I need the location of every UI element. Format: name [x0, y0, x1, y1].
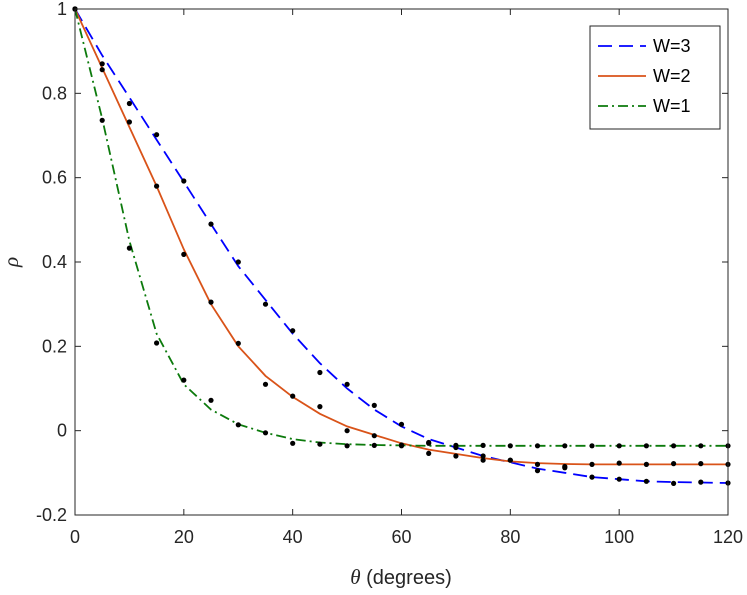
data-point-w-2 — [671, 461, 677, 467]
data-point-w-2 — [698, 461, 704, 467]
data-point-w-1 — [181, 377, 187, 383]
y-tick-label: 1 — [57, 0, 67, 19]
x-tick-label: 100 — [604, 527, 634, 547]
data-point-w-1 — [671, 443, 677, 449]
data-point-w-3 — [671, 480, 677, 486]
x-tick-label: 0 — [70, 527, 80, 547]
x-tick-label: 60 — [391, 527, 411, 547]
data-point-w-1 — [426, 439, 432, 446]
tick-labels: 0 20 40 60 80 100 120-0.200.20.40.60.81 — [36, 0, 743, 547]
data-point-w-1 — [480, 442, 486, 448]
data-point-w-3 — [290, 328, 296, 334]
data-point-w-1 — [99, 117, 105, 123]
data-point-w-2 — [643, 461, 650, 467]
data-point-w-3 — [643, 478, 650, 484]
data-point-w-2 — [154, 183, 160, 189]
legend-label-w-1: W=1 — [653, 96, 691, 116]
data-point-w-3 — [208, 221, 214, 227]
data-point-w-3 — [480, 453, 486, 459]
data-point-w-1 — [235, 422, 241, 428]
data-point-w-1 — [344, 443, 350, 449]
data-point-w-1 — [616, 443, 622, 449]
data-point-w-3 — [344, 381, 350, 387]
data-point-w-2 — [589, 461, 595, 467]
legend: W=3 W=2 W=1 — [589, 25, 721, 130]
data-point-w-1 — [371, 442, 377, 448]
data-point-w-3 — [371, 402, 377, 408]
data-point-w-1 — [126, 245, 132, 251]
data-point-w-1 — [534, 443, 541, 449]
x-tick-label: 120 — [713, 527, 743, 547]
data-point-w-3 — [616, 476, 622, 482]
data-point-w-2 — [480, 457, 486, 463]
x-tick-label: 80 — [500, 527, 520, 547]
x-tick-label: 40 — [283, 527, 303, 547]
data-point-w-3 — [317, 369, 323, 376]
data-point-w-2 — [507, 457, 513, 463]
data-point-w-1 — [453, 442, 459, 448]
x-axis-unit: (degrees) — [361, 567, 452, 589]
data-point-w-1 — [262, 430, 269, 436]
data-point-w-3 — [398, 421, 405, 427]
data-point-w-3 — [262, 301, 269, 307]
data-point-w-3 — [99, 61, 105, 67]
y-tick-label: -0.2 — [36, 505, 67, 525]
data-point-w-1 — [589, 443, 595, 449]
data-point-w-1 — [507, 443, 513, 449]
data-point-w-1 — [698, 443, 704, 449]
data-point-w-1 — [398, 442, 405, 448]
y-tick-label: 0.8 — [42, 83, 67, 103]
data-point-w-2 — [426, 450, 432, 456]
data-point-w-3 — [154, 132, 160, 138]
data-point-w-3 — [235, 259, 241, 265]
data-point-w-2 — [208, 299, 214, 305]
legend-box — [589, 25, 721, 130]
data-point-w-1 — [562, 443, 568, 449]
data-point-w-2 — [371, 433, 377, 439]
tick-marks — [74, 8, 729, 516]
data-point-w-2 — [126, 119, 132, 125]
data-point-w-3 — [589, 474, 595, 480]
data-point-w-3 — [698, 479, 704, 485]
x-axis-symbol: θ — [350, 565, 360, 589]
data-point-w-2 — [534, 461, 541, 467]
data-point-w-1 — [290, 440, 296, 446]
x-tick-label: 20 — [174, 527, 194, 547]
data-point-w-2 — [99, 67, 105, 73]
data-point-w-3 — [126, 100, 132, 107]
y-tick-label: 0 — [57, 421, 67, 441]
data-point-w-2 — [290, 393, 296, 399]
data-point-w-2 — [181, 251, 187, 257]
data-point-w-1 — [643, 443, 650, 449]
data-point-w-1 — [317, 441, 323, 447]
y-axis-label: ρ — [0, 257, 23, 268]
legend-label-w-2: W=2 — [653, 66, 691, 86]
data-point-w-2 — [344, 428, 350, 434]
legend-label-w-3: W=3 — [653, 36, 691, 56]
y-tick-label: 0.4 — [42, 252, 67, 272]
data-point-w-2 — [616, 460, 622, 466]
data-point-w-2 — [235, 340, 241, 346]
data-point-w-1 — [154, 340, 160, 346]
data-points-layer — [72, 6, 731, 486]
data-point-w-3 — [534, 468, 541, 474]
y-tick-label: 0.6 — [42, 168, 67, 188]
y-tick-label: 0.2 — [42, 336, 67, 356]
data-point-w-2 — [453, 453, 459, 459]
data-point-w-2 — [262, 381, 269, 387]
data-point-w-2 — [562, 463, 568, 470]
data-point-w-3 — [181, 178, 187, 184]
data-point-w-2 — [317, 404, 323, 410]
x-axis-label: θ (degrees) — [350, 565, 451, 589]
data-point-w-1 — [208, 397, 214, 403]
